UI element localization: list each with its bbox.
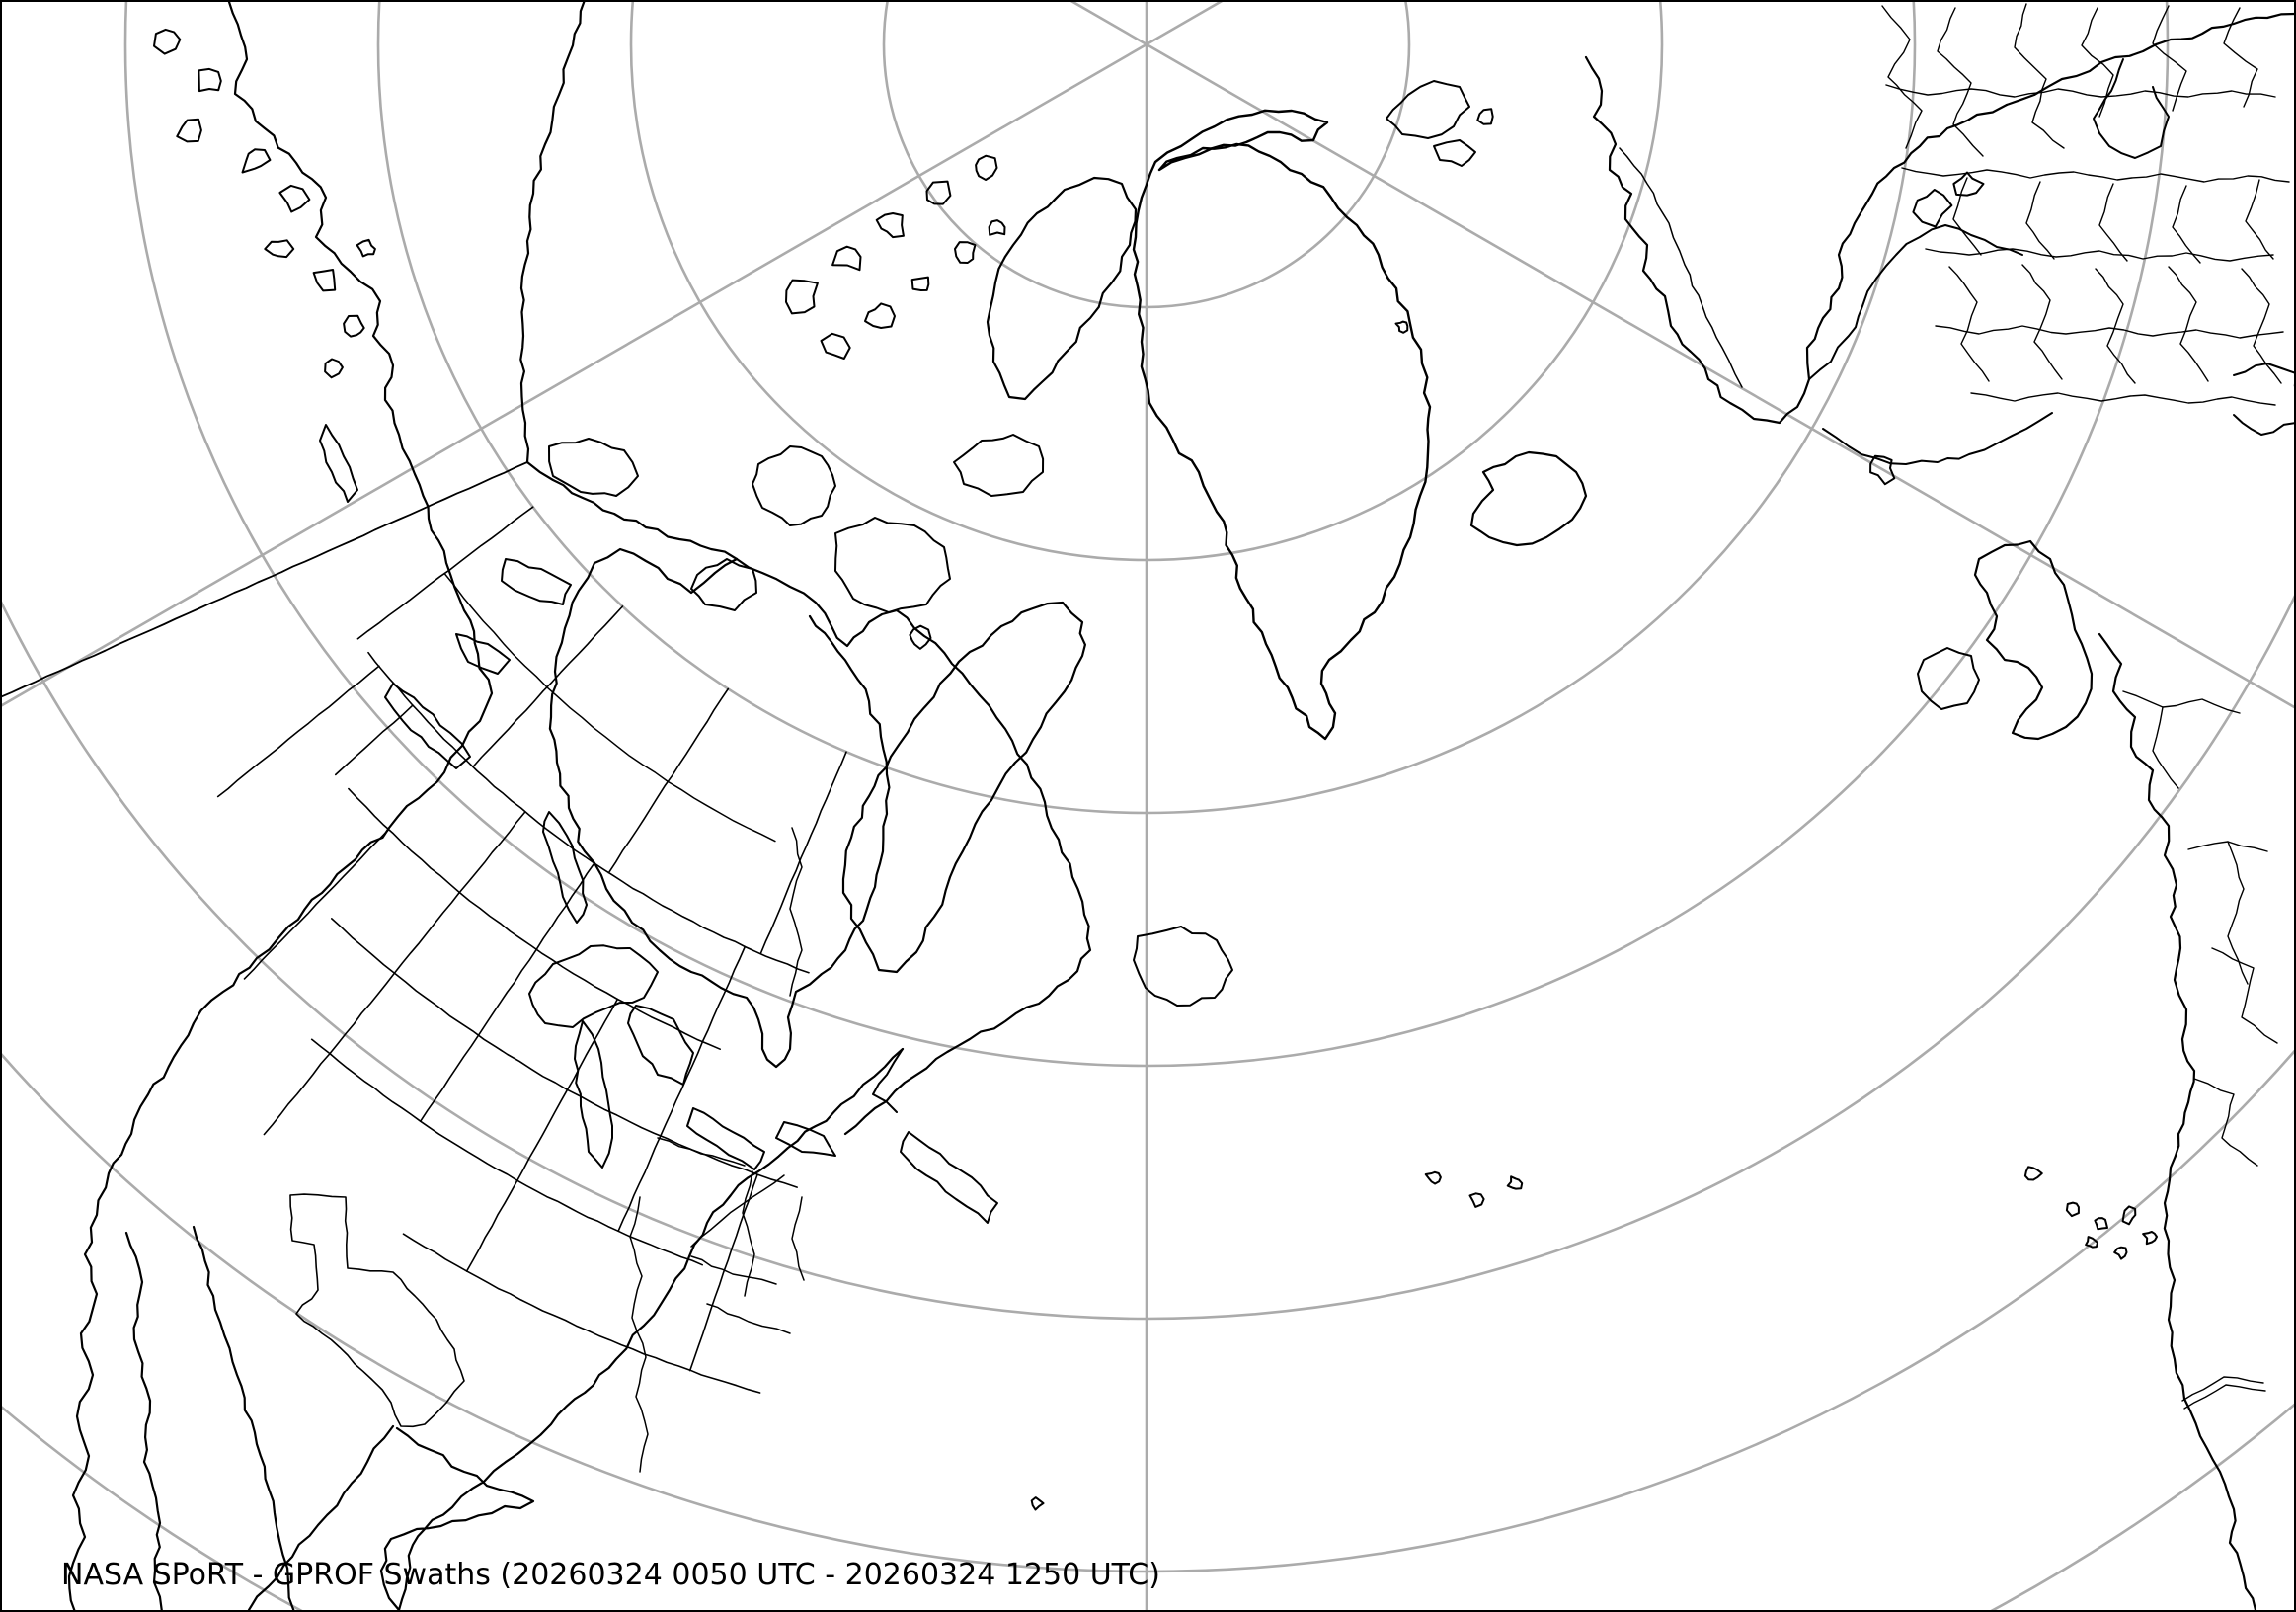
admin-border-layer	[0, 3, 2290, 1473]
map-caption: NASA SPoRT - GPROF Swaths (20260324 0050…	[61, 1558, 1160, 1592]
coastline-layer	[67, 0, 2296, 1612]
